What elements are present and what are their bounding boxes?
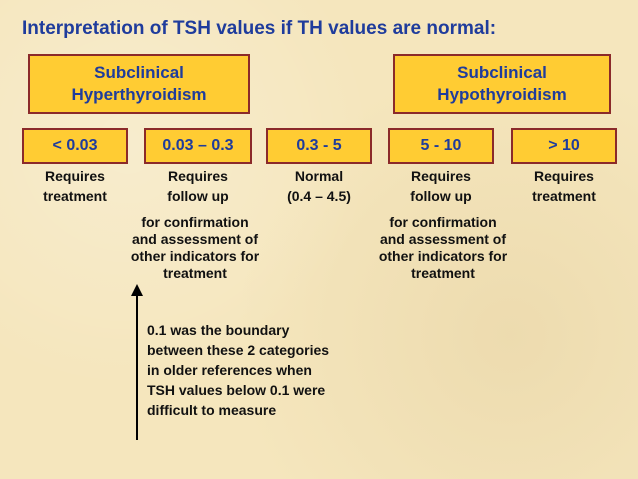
followup-note-left-line-1: for confirmation bbox=[141, 214, 249, 230]
range-box-5: > 10 bbox=[511, 128, 617, 164]
range-label-3: Normal (0.4 – 4.5) bbox=[266, 166, 372, 206]
range-label-4: Requires follow up bbox=[388, 166, 494, 206]
range-box-3: 0.3 - 5 bbox=[266, 128, 372, 164]
range-label-2-line-1: Requires bbox=[168, 168, 228, 184]
range-label-5-line-1: Requires bbox=[534, 168, 594, 184]
subclinical-hypothyroidism-box: Subclinical Hypothyroidism bbox=[393, 54, 611, 114]
range-label-4-line-2: follow up bbox=[410, 188, 472, 204]
range-label-1-line-2: treatment bbox=[43, 188, 107, 204]
range-label-5-line-2: treatment bbox=[532, 188, 596, 204]
boundary-note-line-2: between these 2 categories bbox=[147, 342, 330, 358]
followup-note-left-line-3: other indicators for bbox=[130, 248, 260, 264]
boundary-note-line-5: difficult to measure bbox=[147, 402, 277, 418]
followup-note-right: for confirmation and assessment of other… bbox=[348, 214, 538, 282]
hyper-line-2: Hyperthyroidism bbox=[71, 85, 207, 104]
range-box-1: < 0.03 bbox=[22, 128, 128, 164]
range-box-4: 5 - 10 bbox=[388, 128, 494, 164]
range-label-1: Requires treatment bbox=[22, 166, 128, 206]
followup-note-right-line-3: other indicators for bbox=[378, 248, 508, 264]
up-arrow-icon bbox=[131, 284, 143, 440]
range-label-1-line-1: Requires bbox=[45, 168, 105, 184]
followup-note-right-line-2: and assessment of bbox=[379, 231, 507, 247]
hyper-line-1: Subclinical bbox=[94, 63, 184, 82]
range-label-4-line-1: Requires bbox=[411, 168, 471, 184]
boundary-note-line-3: in older references when bbox=[147, 362, 312, 378]
boundary-note-line-4: TSH values below 0.1 were bbox=[147, 382, 326, 398]
range-label-3-line-1: Normal bbox=[294, 168, 344, 184]
followup-note-left: for confirmation and assessment of other… bbox=[100, 214, 290, 282]
range-label-2: Requires follow up bbox=[144, 166, 252, 206]
followup-note-left-line-4: treatment bbox=[163, 265, 227, 281]
hypo-line-1: Subclinical bbox=[457, 63, 547, 82]
boundary-note: 0.1 was the boundary between these 2 cat… bbox=[147, 320, 329, 420]
hypo-line-2: Hypothyroidism bbox=[437, 85, 567, 104]
followup-note-left-line-2: and assessment of bbox=[131, 231, 259, 247]
slide-title: Interpretation of TSH values if TH value… bbox=[22, 18, 497, 39]
range-label-5: Requires treatment bbox=[511, 166, 617, 206]
subclinical-hyperthyroidism-box: Subclinical Hyperthyroidism bbox=[28, 54, 250, 114]
followup-note-right-line-1: for confirmation bbox=[389, 214, 497, 230]
range-label-3-line-2: (0.4 – 4.5) bbox=[287, 188, 351, 204]
range-label-2-line-2: follow up bbox=[167, 188, 229, 204]
followup-note-right-line-4: treatment bbox=[411, 265, 475, 281]
boundary-note-line-1: 0.1 was the boundary bbox=[147, 322, 290, 338]
range-box-2: 0.03 – 0.3 bbox=[144, 128, 252, 164]
